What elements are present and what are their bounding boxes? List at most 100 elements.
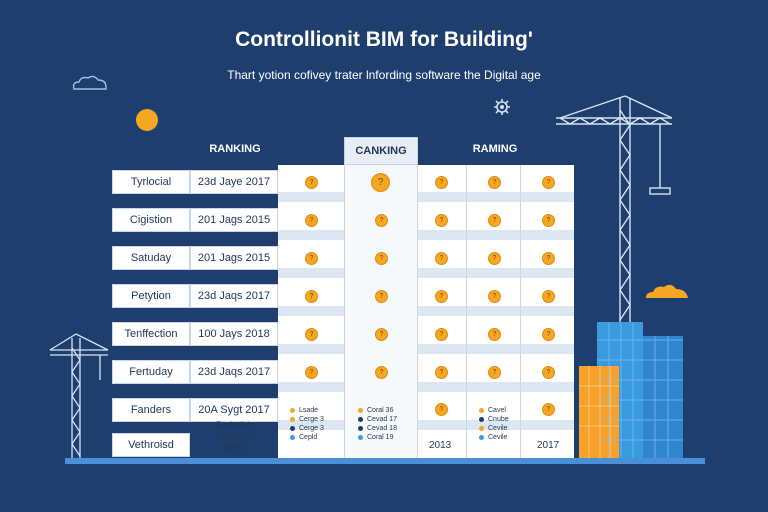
legend-dot-icon: [479, 435, 484, 440]
rank-dot[interactable]: ?: [488, 328, 501, 341]
legend-dot-icon: [479, 417, 484, 422]
rank-dot[interactable]: ?: [435, 290, 448, 303]
sun-icon: [136, 109, 158, 131]
rank-dot[interactable]: ?: [488, 290, 501, 303]
rank-dot[interactable]: ?: [305, 328, 318, 341]
rank-dot[interactable]: ?: [375, 328, 388, 341]
rank-dot[interactable]: ?: [375, 290, 388, 303]
row-label: Satuday: [112, 246, 190, 270]
rank-dot[interactable]: ?: [542, 403, 555, 416]
year-label: 2017: [537, 440, 560, 451]
legend-item: Cevad 17: [367, 416, 397, 423]
row-separator: [278, 420, 574, 430]
bim-label-line: Rodndirig: [215, 420, 255, 430]
row-label: Tyrlocial: [112, 170, 190, 194]
page-title: Controllionit BIM for Building': [235, 28, 533, 51]
legend-item: Cevile: [488, 425, 508, 432]
page-subtitle: Thart yotion cofivey trater lnfording so…: [227, 68, 541, 82]
legend-dot-icon: [358, 426, 363, 431]
legend-dot-icon: [479, 408, 484, 413]
row-separator: [278, 268, 574, 278]
legend-item: Coral 19: [367, 434, 394, 441]
legend-dot-icon: [290, 435, 295, 440]
legend-item: Cnube: [488, 416, 509, 423]
building-orange: [579, 366, 619, 458]
column-header-ranking: RANKING: [209, 143, 261, 155]
row-separator: [278, 192, 574, 202]
legend-item: Cepld: [299, 434, 318, 441]
row-label: Vethroisd: [112, 433, 190, 457]
row-date: 23d Jaqs 2017: [190, 284, 278, 308]
row-label: Cigistion: [112, 208, 190, 232]
year-label: 2013: [429, 440, 452, 451]
legend-item: Cerge 3: [299, 416, 324, 423]
legend-dot-icon: [290, 408, 295, 413]
rank-dot[interactable]: ?: [435, 176, 448, 189]
row-separator: [278, 306, 574, 316]
gear-icon: [494, 99, 510, 115]
row-label: Fanders: [112, 398, 190, 422]
rank-dot[interactable]: ?: [542, 290, 555, 303]
rank-dot[interactable]: ?: [305, 214, 318, 227]
column-header-raming: RAMING: [472, 143, 518, 155]
row-date: 23d Jaqs 2017: [190, 360, 278, 384]
row-date: 23d Jaye 2017: [190, 170, 278, 194]
row-date: 201 Jags 2015: [190, 246, 278, 270]
rank-dot[interactable]: ?: [375, 366, 388, 379]
row-label: Tenffection: [112, 322, 190, 346]
rank-dot[interactable]: ?: [435, 403, 448, 416]
legend-dot-icon: [290, 426, 295, 431]
rank-dot[interactable]: ?: [435, 366, 448, 379]
legend-item: Lsade: [299, 407, 319, 414]
ground-line: [65, 458, 705, 464]
rank-dot[interactable]: ?: [542, 214, 555, 227]
row-date: 201 Jags 2015: [190, 208, 278, 232]
bim-label-line: Robiching: [214, 431, 256, 441]
legend-a: Lsade Cerge 3 Cerge 3 Cepld: [290, 406, 324, 442]
legend-dot-icon: [290, 417, 295, 422]
rank-dot[interactable]: ?: [435, 328, 448, 341]
legend-item: Coral 36: [367, 407, 394, 414]
rank-dot-highlighted[interactable]: ?: [371, 173, 390, 192]
row-separator: [278, 382, 574, 392]
cloud-orange-icon: [646, 284, 688, 298]
row-label: Petytion: [112, 284, 190, 308]
building-blue-2: [643, 336, 683, 458]
rank-dot[interactable]: ?: [488, 176, 501, 189]
rank-dot[interactable]: ?: [488, 366, 501, 379]
rank-dot[interactable]: ?: [305, 252, 318, 265]
rank-dot[interactable]: ?: [305, 366, 318, 379]
legend-b: Coral 36 Cevad 17 Cevad 18 Coral 19: [358, 406, 397, 442]
rank-dot[interactable]: ?: [435, 252, 448, 265]
legend-dot-icon: [479, 426, 484, 431]
rank-dot[interactable]: ?: [488, 214, 501, 227]
cloud-icon: [72, 75, 107, 90]
legend-dot-icon: [358, 408, 363, 413]
rank-dot[interactable]: ?: [435, 214, 448, 227]
row-date: 100 Jays 2018: [190, 322, 278, 346]
legend-item: Cavel: [488, 407, 506, 414]
rank-dot[interactable]: ?: [305, 176, 318, 189]
rank-dot[interactable]: ?: [542, 176, 555, 189]
rank-dot[interactable]: ?: [375, 252, 388, 265]
rank-dot[interactable]: ?: [305, 290, 318, 303]
legend-dot-icon: [358, 435, 363, 440]
column-divider: [466, 165, 467, 459]
bim-label: Rodndirig Robiching BIM: [200, 420, 270, 453]
row-label: Fertuday: [112, 360, 190, 384]
column-divider: [520, 165, 521, 459]
legend-item: Cevile: [488, 434, 508, 441]
rank-dot[interactable]: ?: [488, 252, 501, 265]
rank-dot[interactable]: ?: [542, 328, 555, 341]
legend-dot-icon: [358, 417, 363, 422]
rank-dot[interactable]: ?: [542, 366, 555, 379]
rank-dot[interactable]: ?: [375, 214, 388, 227]
row-separator: [278, 344, 574, 354]
legend-item: Cerge 3: [299, 425, 324, 432]
column-header-canking[interactable]: CANKING: [344, 137, 418, 165]
legend-c: Cavel Cnube Cevile Cevile: [479, 406, 509, 442]
rank-dot[interactable]: ?: [542, 252, 555, 265]
legend-item: Cevad 18: [367, 425, 397, 432]
bim-label-line: BIM: [225, 441, 245, 453]
row-separator: [278, 230, 574, 240]
